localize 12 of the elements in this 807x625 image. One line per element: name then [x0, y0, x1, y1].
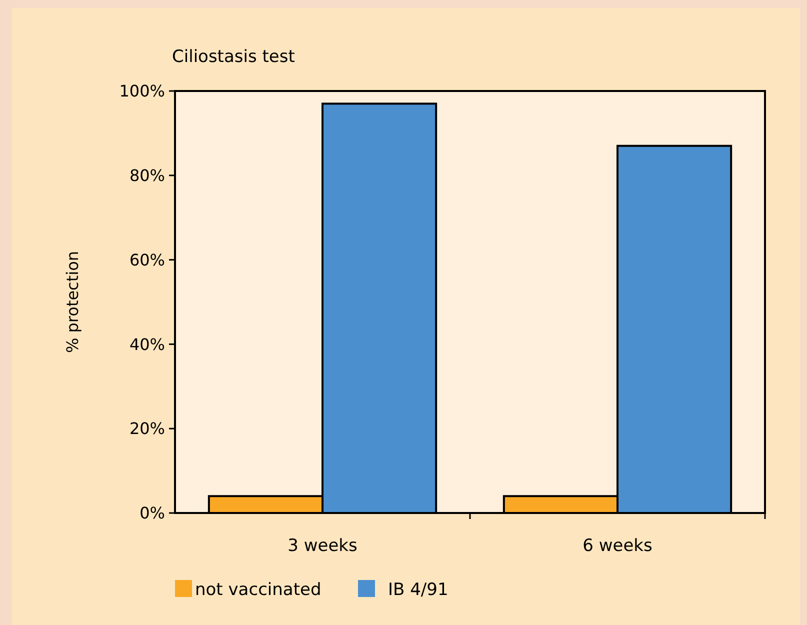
x-tick-label: 6 weeks: [582, 536, 653, 556]
y-tick-label: 20%: [129, 419, 165, 438]
y-tick-label: 60%: [129, 250, 165, 270]
chart-title: Ciliostasis test: [172, 47, 296, 67]
y-tick-label: 0%: [140, 504, 165, 523]
legend-label: IB 4/91: [388, 580, 448, 600]
y-axis-title: % protection: [63, 250, 82, 354]
x-tick-label: 3 weeks: [288, 536, 358, 556]
y-tick-label: 80%: [129, 166, 165, 185]
legend-label: not vaccinated: [195, 580, 322, 600]
y-tick-label: 40%: [129, 334, 165, 354]
y-tick-label: 100%: [119, 82, 165, 101]
